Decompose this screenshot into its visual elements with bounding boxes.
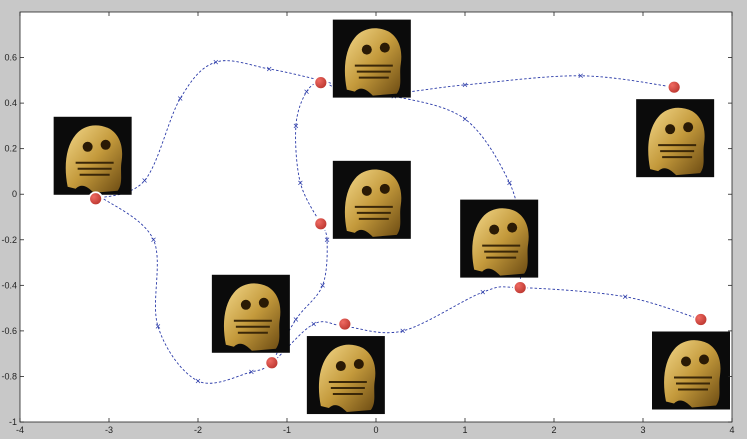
y-tick-label: -0.8 <box>1 371 17 381</box>
x-tick-label: -1 <box>283 425 291 435</box>
keyframe-marker <box>693 312 709 327</box>
x-tick-label: 1 <box>462 425 467 435</box>
data-point-marker <box>177 96 183 101</box>
x-tick-label: -4 <box>16 425 24 435</box>
data-point-marker <box>213 59 219 65</box>
keyframe-thumbnail <box>211 274 290 353</box>
keyframe-marker <box>337 316 353 332</box>
axis-tick-layer: -4 -3 -2 -1 0 1 2 3 4 -1 -0.8 -0.6 -0.4 -0.2 0 0.2 0.4 0.… <box>1 12 735 435</box>
thumbnail-layer <box>53 19 730 415</box>
x-tick-label: -2 <box>194 425 202 435</box>
keyframe-marker-layer <box>88 75 709 371</box>
keyframe-marker <box>88 191 104 207</box>
keyframe-thumbnail <box>652 331 730 410</box>
data-point-marker <box>311 321 316 327</box>
data-point-marker <box>266 66 272 72</box>
data-point-marker <box>400 328 405 334</box>
keyframe-thumbnail <box>306 336 385 415</box>
y-tick-label: 0 <box>12 189 17 199</box>
data-point-marker <box>293 317 299 322</box>
keyframe-marker <box>313 75 329 91</box>
data-point-marker <box>293 123 299 129</box>
keyframe-thumbnail <box>636 99 715 178</box>
data-point-marker <box>320 283 325 288</box>
x-tick-label: -3 <box>105 425 113 435</box>
y-tick-label: 0.4 <box>4 98 17 108</box>
data-point-marker <box>324 237 330 243</box>
x-tick-label: 2 <box>551 425 556 435</box>
keyframe-marker <box>264 355 280 371</box>
y-tick-label: -1 <box>9 417 17 427</box>
trajectory-line-2 <box>295 82 522 288</box>
y-tick-label: 0.2 <box>4 144 17 154</box>
data-point-marker <box>507 180 512 186</box>
data-point-marker <box>480 289 486 295</box>
keyframe-thumbnail <box>332 19 411 98</box>
keyframe-thumbnail <box>53 116 132 195</box>
data-point-marker <box>462 116 468 122</box>
x-tick-label: 4 <box>729 425 734 435</box>
data-point-marker <box>249 369 254 375</box>
data-point-marker <box>155 324 161 329</box>
trajectory-line-0 <box>95 60 675 200</box>
keyframe-marker <box>666 79 682 95</box>
keyframe-marker <box>313 216 329 232</box>
data-point-marker <box>151 237 156 243</box>
x-tick-label: 0 <box>373 425 378 435</box>
y-tick-label: -0.6 <box>1 326 17 336</box>
keyframe-thumbnail <box>332 160 411 239</box>
keyframe-thumbnail <box>460 199 539 278</box>
y-tick-label: -0.4 <box>1 280 17 290</box>
data-point-marker <box>142 178 147 183</box>
y-tick-label: 0.6 <box>4 53 17 63</box>
trajectory-line-3 <box>271 223 328 363</box>
data-point-marker <box>578 73 583 79</box>
data-point-marker <box>195 378 201 384</box>
y-tick-label: -0.2 <box>1 235 17 245</box>
keyframe-marker <box>512 280 528 296</box>
data-point-marker <box>298 180 303 186</box>
data-point-marker <box>462 82 468 88</box>
data-point-marker <box>304 89 309 94</box>
data-point-marker <box>622 294 628 299</box>
x-tick-label: 3 <box>640 425 645 435</box>
